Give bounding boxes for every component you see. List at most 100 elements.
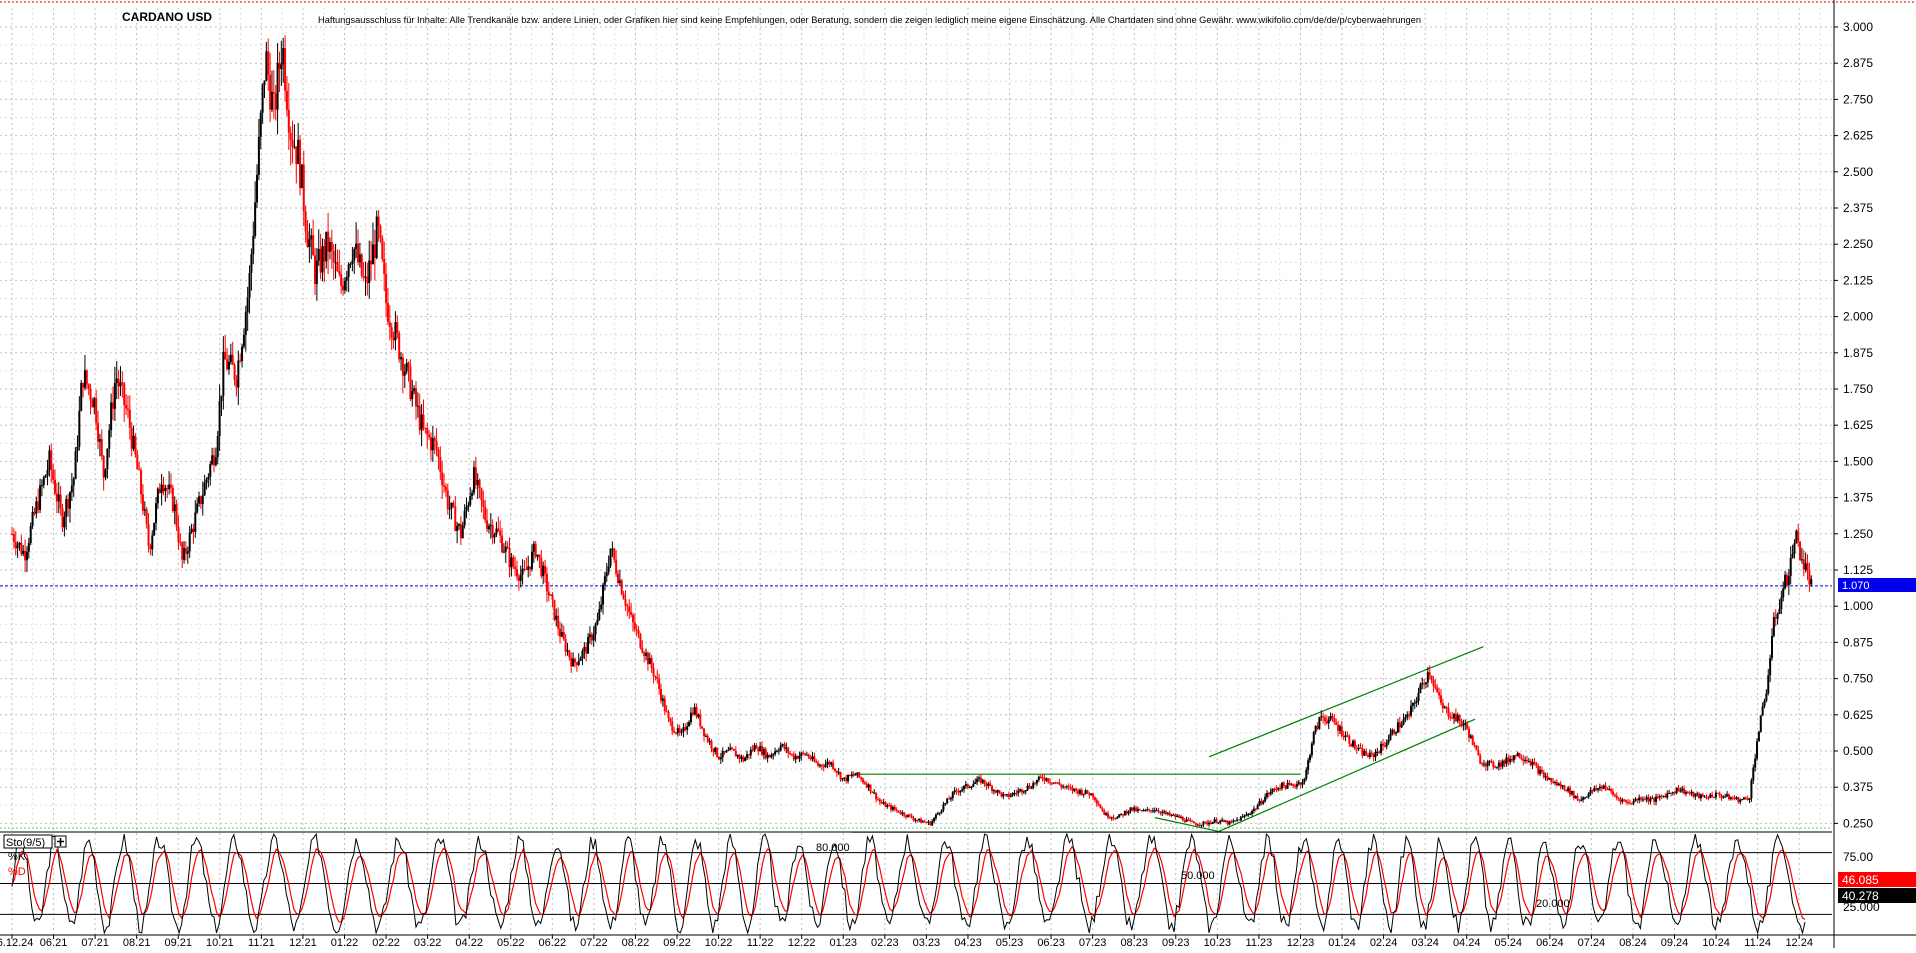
candle-body <box>716 747 719 757</box>
x-tick-label: 02.23 <box>871 937 899 948</box>
candle-body <box>1684 791 1687 794</box>
candle-body <box>607 566 610 573</box>
candle-body <box>783 744 786 749</box>
candle-body <box>873 792 876 794</box>
candle-body <box>398 333 401 360</box>
candle-body <box>1778 609 1781 614</box>
candle-body <box>824 764 827 768</box>
candle-body <box>1645 797 1648 800</box>
candle-body <box>1585 796 1588 798</box>
candle-body <box>1638 797 1641 801</box>
candle-body <box>132 435 135 449</box>
candle-body <box>1720 795 1723 798</box>
y-tick-label: 2.125 <box>1843 273 1873 287</box>
candle-body <box>121 382 124 384</box>
candle-body <box>1151 810 1154 812</box>
candle-body <box>1065 786 1068 788</box>
candle-body <box>226 359 229 370</box>
candle-body <box>52 470 55 480</box>
x-tick-label: 01.23 <box>829 937 857 948</box>
candle-body <box>714 747 717 752</box>
candle-body <box>959 790 962 793</box>
candle-body <box>1424 682 1427 685</box>
candle-body <box>428 434 431 438</box>
candle-body <box>1284 785 1287 789</box>
candle-body <box>876 799 879 801</box>
candle-body <box>35 501 38 514</box>
candle-body <box>1662 795 1665 797</box>
candle-body <box>1453 714 1456 719</box>
candle-body <box>1527 760 1530 762</box>
candle-body <box>1705 796 1708 798</box>
candle-body <box>1116 817 1119 819</box>
candle-body <box>68 492 71 509</box>
candle-body <box>1112 817 1115 819</box>
candle-body <box>560 631 563 637</box>
candle-body <box>18 542 21 545</box>
y-tick-label: 0.625 <box>1843 708 1873 722</box>
candle-body <box>1492 761 1495 768</box>
candle-body <box>1060 784 1063 787</box>
candle-body <box>446 490 449 510</box>
candle-body <box>1716 792 1719 794</box>
candle-body <box>1047 778 1050 782</box>
candle-body <box>1713 797 1716 799</box>
y-tick-label: 1.125 <box>1843 563 1873 577</box>
candle-body <box>1503 760 1506 764</box>
candle-body <box>1002 794 1005 797</box>
candle-body <box>598 609 601 620</box>
candle-body <box>1531 762 1534 766</box>
candle-body <box>1080 790 1083 795</box>
candle-body <box>981 779 984 783</box>
candle-body <box>74 451 77 479</box>
candle-body <box>658 678 661 689</box>
candle-body <box>549 594 552 596</box>
y-tick-label: 3.000 <box>1843 20 1873 34</box>
candle-body <box>566 650 569 652</box>
candle-body <box>1729 797 1732 800</box>
candle-body <box>1430 675 1433 681</box>
candle-body <box>955 790 958 792</box>
candle-body <box>596 619 599 625</box>
candle-body <box>1058 782 1061 785</box>
candle-body <box>1309 755 1312 761</box>
candle-body <box>1458 714 1461 722</box>
candle-body <box>246 297 249 313</box>
candle-body <box>839 772 842 780</box>
candle-body <box>416 405 419 407</box>
candle-body <box>29 525 32 544</box>
candle-body <box>149 545 152 550</box>
candle-body <box>1295 784 1298 787</box>
candle-body <box>1279 788 1282 790</box>
candle-body <box>992 790 995 792</box>
osc-tick-75: 75.00 <box>1843 850 1873 864</box>
candle-body <box>983 779 986 785</box>
candle-body <box>888 805 891 807</box>
candle-body <box>942 804 945 811</box>
candle-body <box>1733 798 1736 800</box>
x-tick-label: 08.23 <box>1120 937 1148 948</box>
candle-body <box>1157 810 1160 812</box>
candle-body <box>605 572 608 577</box>
candle-body <box>1380 743 1383 753</box>
candle-body <box>1342 736 1345 738</box>
candle-body <box>860 777 863 780</box>
candle-body <box>340 274 343 286</box>
candle-body <box>588 634 591 638</box>
candle-body <box>912 817 915 821</box>
candle-body <box>386 303 389 322</box>
candle-body <box>669 718 672 722</box>
candle-body <box>948 798 951 800</box>
candle-body <box>461 525 464 539</box>
candle-body <box>1107 813 1110 818</box>
candle-body <box>1258 800 1261 806</box>
candle-body <box>703 728 706 736</box>
candle-body <box>753 745 756 751</box>
trendline <box>1208 646 1484 758</box>
candle-body <box>368 260 371 284</box>
candle-body <box>1335 722 1338 725</box>
candle-body <box>1673 792 1676 794</box>
candle-body <box>1649 798 1652 802</box>
candle-body <box>587 637 590 654</box>
candle-body <box>220 395 223 401</box>
